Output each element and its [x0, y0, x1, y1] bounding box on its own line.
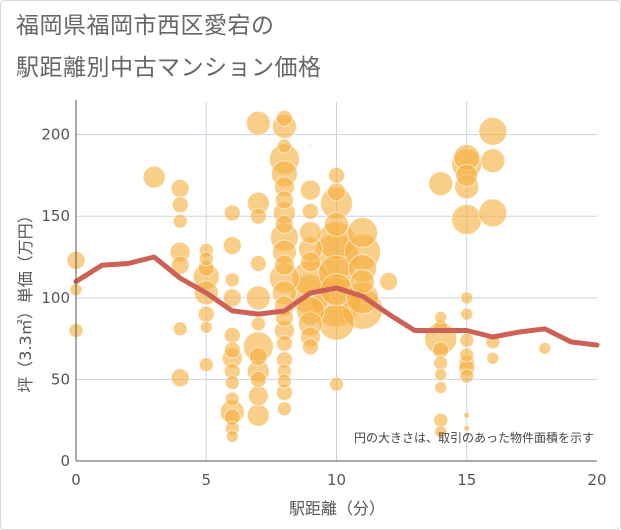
bubble-point [459, 368, 475, 384]
bubble-point [246, 403, 270, 427]
bubble-point [434, 368, 448, 382]
bubble-point [275, 335, 293, 353]
trend-line [73, 254, 600, 348]
bubble-point [247, 385, 269, 407]
bubble-point [225, 430, 239, 444]
bubble-series [66, 109, 552, 444]
bubble-size-note: 円の大きさは、取引のあった物件面積を示す [354, 430, 594, 445]
bubble-point [274, 190, 294, 210]
bubble-point [451, 203, 483, 235]
bubble-point [223, 326, 241, 344]
bubble-point [248, 347, 268, 367]
bubble-point [249, 370, 267, 388]
bubble-point [249, 255, 267, 273]
bubble-point [223, 204, 241, 222]
bubble-point [538, 341, 552, 355]
y-tick-label: 100 [41, 289, 70, 307]
trend-line-series [73, 254, 600, 348]
x-tick-label: 5 [201, 471, 211, 489]
y-tick-label: 150 [41, 207, 70, 225]
bubble-point [379, 272, 399, 291]
axes: 0 50 100 150 200 0 5 10 15 20 [41, 100, 607, 489]
bubble-point [478, 116, 508, 146]
bubble-point [299, 251, 321, 273]
bubble-point [434, 381, 448, 395]
bubble-point [274, 214, 294, 234]
chart-title-line1: 福岡県福岡市西区愛宕の [16, 13, 275, 39]
bubble-point [308, 144, 312, 148]
bubble-point [347, 217, 379, 249]
bubble-point [222, 236, 242, 256]
bubble-point [463, 424, 471, 432]
bubble-point [460, 291, 474, 305]
bubble-point [298, 221, 322, 245]
y-tick-label: 50 [51, 370, 70, 388]
bubble-point [276, 138, 292, 154]
bubble-point [170, 178, 190, 198]
bubble-point [480, 148, 506, 174]
bubble-point [327, 182, 346, 202]
bubble-point [434, 425, 448, 439]
bubble-point [460, 307, 474, 321]
bubble-point [273, 254, 295, 276]
bubble-point [486, 351, 500, 365]
bubble-point [459, 347, 475, 363]
x-tick-label: 20 [587, 471, 606, 489]
bubble-point [301, 202, 319, 220]
bubble-point [224, 272, 240, 288]
bubble-point [249, 207, 267, 225]
y-tick-label: 200 [41, 126, 70, 144]
bubble-point [222, 288, 242, 308]
bubble-point [434, 310, 448, 324]
bubble-point [250, 316, 266, 332]
bubble-point [198, 251, 214, 267]
bubble-point [299, 179, 321, 201]
bubble-point [276, 373, 292, 389]
bubble-point [171, 196, 189, 214]
bubble-point [224, 391, 240, 407]
bubble-point [198, 357, 214, 373]
bubble-point [223, 341, 241, 359]
y-tick-label: 0 [60, 452, 70, 470]
bubble-point [433, 355, 449, 371]
bubble-point [172, 321, 188, 337]
bubble-point [329, 376, 344, 392]
bubble-point [324, 211, 349, 237]
bubble-point [170, 255, 190, 275]
bubble-point [276, 401, 292, 417]
bubble-point [478, 198, 508, 228]
bubble-point [463, 411, 471, 419]
chart-title-line2: 駅距離別中古マンション価格 [16, 55, 322, 81]
bubble-point [275, 109, 293, 127]
x-tick-label: 10 [327, 471, 346, 489]
bubble-point [197, 305, 215, 323]
bubble-point [350, 269, 376, 294]
bubble-point [301, 338, 319, 356]
bubble-point [245, 110, 271, 136]
bubble-point [142, 165, 166, 189]
y-axis-title: 坪（3.3㎡）単価（万円） [16, 207, 35, 392]
bubble-point [224, 375, 240, 391]
bubble-point [245, 285, 271, 311]
bubble-point [199, 320, 213, 334]
bubble-point [428, 171, 454, 197]
x-tick-label: 0 [71, 471, 81, 489]
bubble-point [172, 213, 188, 229]
bubble-point [433, 412, 449, 428]
bubble-point [328, 166, 345, 184]
x-tick-label: 15 [457, 471, 476, 489]
bubble-point [170, 368, 190, 388]
bubble-point [459, 332, 475, 348]
x-axis-title: 駅距離（分） [289, 499, 385, 518]
bubble-point [455, 163, 479, 187]
